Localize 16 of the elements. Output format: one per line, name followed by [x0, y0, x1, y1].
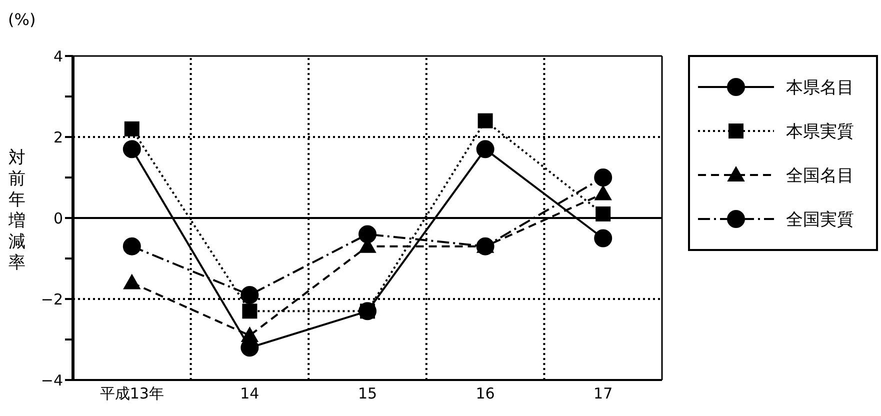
x-tick-label: 平成13年 — [100, 384, 164, 403]
x-tick-label: 17 — [594, 384, 613, 403]
x-tick-label: 16 — [476, 384, 495, 403]
legend-label: 本県名目 — [786, 76, 854, 98]
y-tick-label: −4 — [40, 371, 63, 390]
y-tick-label: −2 — [40, 290, 63, 308]
y-tick-label: 2 — [53, 128, 63, 146]
x-tick-label: 15 — [358, 384, 378, 403]
y-tick-label: 4 — [53, 47, 63, 66]
y-axis-title: 対前年増減率 — [8, 148, 26, 274]
y-tick-label: 0 — [53, 209, 63, 228]
text: (%) — [8, 10, 36, 29]
legend-label: 全国名目 — [786, 164, 854, 186]
legend-label: 全国実質 — [786, 208, 854, 230]
x-tick-label: 14 — [240, 384, 260, 403]
legend-label: 本県実質 — [786, 120, 854, 142]
